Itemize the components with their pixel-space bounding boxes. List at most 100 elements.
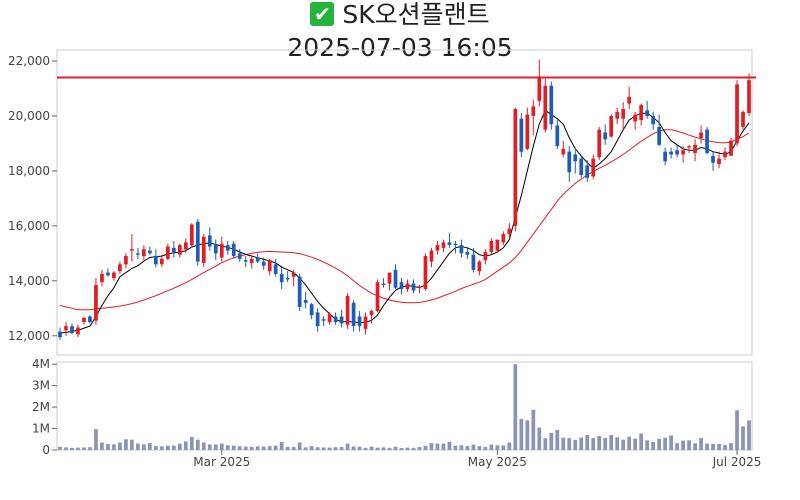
candle-body xyxy=(555,125,560,147)
candle xyxy=(519,113,524,158)
candle xyxy=(118,261,122,274)
volume-bar xyxy=(729,443,733,450)
volume-bar xyxy=(675,443,679,450)
candle xyxy=(423,253,428,291)
candle xyxy=(303,291,308,309)
candle-body xyxy=(159,258,164,265)
candle xyxy=(82,316,86,325)
candle xyxy=(100,269,104,287)
candle-body xyxy=(639,104,644,121)
volume-panel: 0 1M 2M 3M 4M Mar 2025 May 2025 Jul 2025 xyxy=(32,357,761,469)
candle-body xyxy=(633,114,638,122)
volume-bar xyxy=(88,447,92,450)
chart-datetime: 2025-07-03 16:05 xyxy=(287,33,513,62)
candle xyxy=(58,327,62,340)
volume-bar xyxy=(339,446,344,450)
candle xyxy=(381,278,386,288)
candle-body xyxy=(495,239,500,251)
volume-bar xyxy=(261,446,266,450)
volume-bar xyxy=(327,447,332,450)
volume-bar xyxy=(106,443,110,450)
candle xyxy=(195,218,200,266)
candle xyxy=(387,272,392,291)
volume-bar xyxy=(154,446,158,450)
volume-bar xyxy=(573,439,578,450)
candle xyxy=(729,137,733,156)
volume-bar xyxy=(357,446,362,450)
candle xyxy=(273,258,278,277)
candle xyxy=(621,102,626,130)
candle-body xyxy=(333,316,338,323)
candle xyxy=(537,59,542,107)
volume-bar xyxy=(285,446,290,450)
volume-bar xyxy=(525,420,530,450)
candle xyxy=(657,114,661,147)
candle-body xyxy=(621,109,626,119)
candle xyxy=(669,147,673,159)
candle-body xyxy=(471,254,476,270)
volume-bar xyxy=(201,442,206,450)
candle-body xyxy=(64,326,68,331)
volume-tick-label: 4M xyxy=(32,357,50,371)
candle-body xyxy=(399,282,404,290)
volume-bar xyxy=(417,446,422,450)
candle-body xyxy=(291,272,296,277)
candle-body xyxy=(525,114,530,149)
volume-bar xyxy=(537,427,542,450)
volume-bar xyxy=(273,445,278,450)
volume-bar xyxy=(82,447,86,450)
candle-body xyxy=(154,256,158,265)
candle-body xyxy=(106,272,110,276)
candle xyxy=(471,247,476,273)
candle xyxy=(555,120,560,149)
candle-body xyxy=(537,77,542,101)
candle-body xyxy=(207,235,212,247)
candle xyxy=(345,293,350,329)
candle xyxy=(225,240,230,255)
candle xyxy=(148,246,152,255)
candle xyxy=(597,126,602,160)
candle xyxy=(154,249,158,268)
candle-body xyxy=(507,228,512,235)
candle xyxy=(64,322,68,336)
candle xyxy=(699,125,703,144)
candle-body xyxy=(711,155,715,163)
candle-body xyxy=(327,313,332,323)
candle xyxy=(106,268,110,277)
volume-bar xyxy=(531,409,536,450)
volume-bar xyxy=(171,445,176,450)
candle xyxy=(363,312,368,335)
candle xyxy=(453,240,458,254)
candle xyxy=(627,87,632,110)
candle xyxy=(159,254,164,268)
candle-body xyxy=(573,154,578,162)
candle-body xyxy=(435,245,440,251)
candle-body xyxy=(477,261,482,272)
volume-bar xyxy=(195,439,200,450)
volume-bar xyxy=(747,420,751,450)
volume-bar xyxy=(489,444,494,450)
candle xyxy=(237,249,242,262)
price-tick-label: 22,000 xyxy=(8,54,50,68)
candle-body xyxy=(243,260,248,262)
candle-body xyxy=(112,272,116,279)
volume-bar xyxy=(453,445,458,450)
volume-bar xyxy=(741,426,745,450)
candle xyxy=(507,223,512,239)
candle-body xyxy=(76,327,80,335)
candle-body xyxy=(171,247,176,252)
candle xyxy=(711,151,715,171)
candle xyxy=(513,107,518,232)
candle-body xyxy=(393,269,398,288)
candle-body xyxy=(585,165,590,178)
volume-bar xyxy=(225,445,230,450)
volume-bar xyxy=(621,439,626,450)
candle-body xyxy=(130,249,134,251)
candle-body xyxy=(387,272,392,284)
price-tick-label: 16,000 xyxy=(8,219,50,233)
volume-bar xyxy=(130,439,134,450)
volume-bar xyxy=(231,445,236,450)
candle-body xyxy=(417,286,422,288)
volume-bar xyxy=(657,438,661,450)
